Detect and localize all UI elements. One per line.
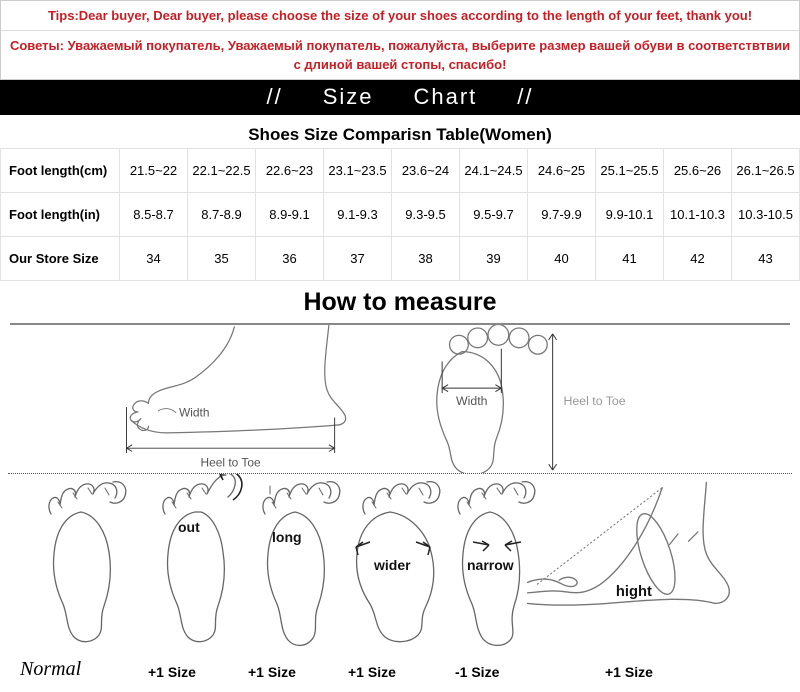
svg-text:wider: wider bbox=[373, 557, 411, 573]
svg-text:long: long bbox=[272, 529, 302, 545]
svg-text:Width: Width bbox=[179, 405, 209, 419]
svg-text:Heel to Toe: Heel to Toe bbox=[563, 393, 625, 407]
svg-text:hight: hight bbox=[616, 584, 652, 600]
svg-text:Width: Width bbox=[456, 393, 488, 407]
svg-text:narrow: narrow bbox=[467, 557, 514, 573]
svg-text:out: out bbox=[178, 519, 200, 535]
svg-text:Heel to Toe: Heel to Toe bbox=[201, 455, 261, 469]
